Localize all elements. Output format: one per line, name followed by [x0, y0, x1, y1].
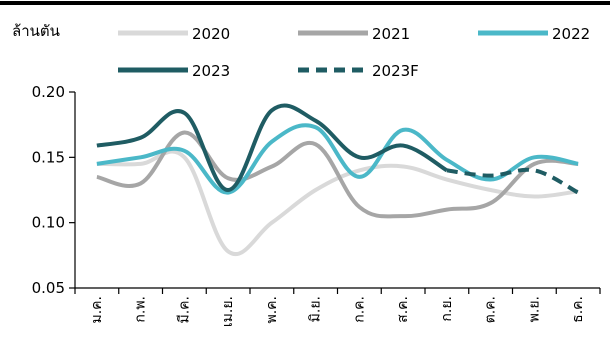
series-line-2023F	[446, 167, 580, 195]
y-unit-label: ล้านตัน	[12, 22, 60, 40]
y-tick-label: 0.05	[32, 279, 65, 297]
legend-label-2023F: 2023F	[372, 62, 419, 80]
legend-label-2021: 2021	[372, 25, 410, 43]
series-line-2023	[96, 103, 448, 193]
x-tick-label: ส.ค.	[395, 296, 411, 323]
y-tick-label: 0.15	[32, 148, 65, 166]
x-tick-label: เม.ย.	[220, 296, 236, 327]
axes: 0.05 0.10 0.15 0.20 ม.ค. ก.พ. มี.ค. เม.ย. พ.ค. มิ…	[32, 83, 601, 327]
series-line-2021	[96, 130, 579, 219]
y-tick-label: 0.10	[32, 214, 65, 232]
x-tick-label: ม.ค.	[89, 296, 105, 324]
x-tick-label: ก.พ.	[133, 296, 149, 323]
series-group	[96, 103, 580, 256]
x-tick-label: ธ.ค.	[570, 296, 586, 323]
series-line-2022	[96, 123, 579, 195]
x-tick-label: ต.ค.	[483, 296, 499, 323]
x-tick-label: ก.ย.	[439, 296, 455, 322]
x-tick-label: พ.ค.	[264, 296, 280, 324]
x-tick-label: มิ.ย.	[308, 296, 324, 322]
x-tick-label: ก.ค.	[351, 296, 367, 323]
legend-label-2023: 2023	[192, 62, 230, 80]
x-tick-label: พ.ย.	[526, 296, 542, 322]
legend-label-2020: 2020	[192, 25, 230, 43]
series-line-2020	[96, 149, 579, 256]
y-tick-label: 0.20	[32, 83, 65, 101]
legend-label-2022: 2022	[552, 25, 590, 43]
legend: 2020 2021 2022 2023 2023F	[118, 25, 590, 80]
x-tick-label: มี.ค.	[176, 296, 192, 324]
